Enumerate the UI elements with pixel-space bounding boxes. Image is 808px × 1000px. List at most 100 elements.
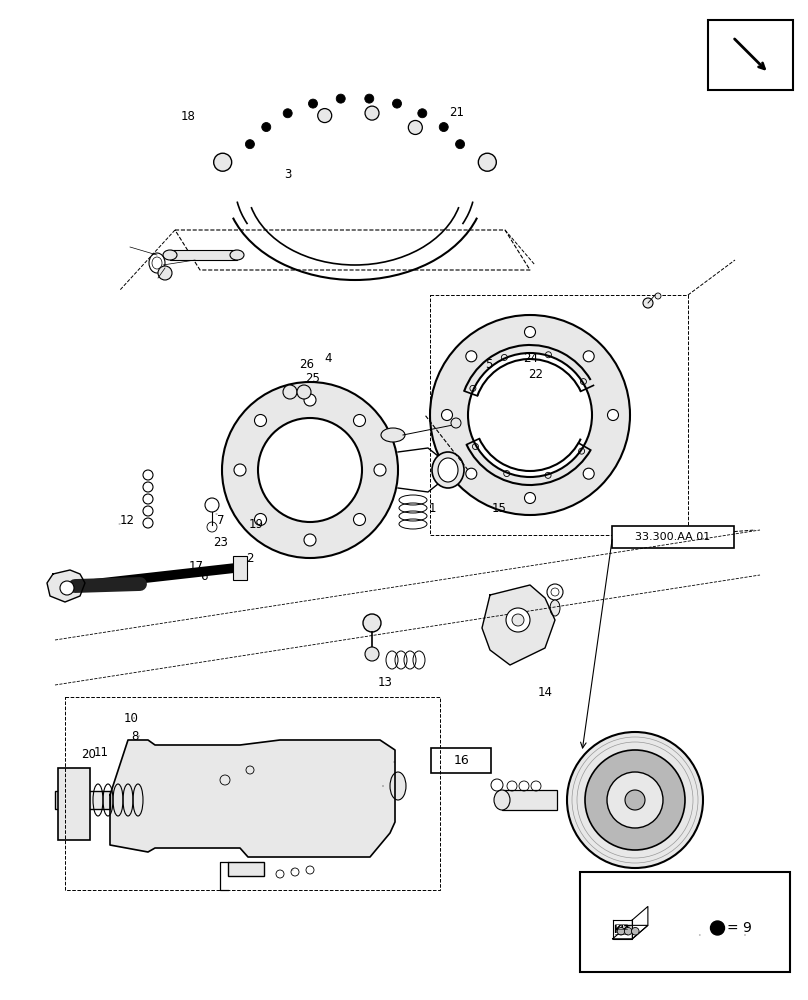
Circle shape: [353, 513, 365, 525]
Circle shape: [353, 415, 365, 427]
Polygon shape: [633, 906, 648, 939]
Circle shape: [304, 394, 316, 406]
Circle shape: [468, 353, 592, 477]
Text: 11: 11: [94, 746, 109, 758]
Circle shape: [283, 385, 297, 399]
Circle shape: [608, 410, 618, 420]
Polygon shape: [612, 920, 633, 939]
Polygon shape: [47, 570, 85, 602]
Polygon shape: [612, 925, 648, 939]
Bar: [233, 556, 247, 580]
Circle shape: [408, 120, 423, 134]
Text: 6: 6: [200, 570, 208, 582]
Circle shape: [643, 298, 653, 308]
Text: 19: 19: [249, 518, 264, 530]
Circle shape: [512, 614, 524, 626]
Text: 33.300.AA 01: 33.300.AA 01: [635, 532, 711, 542]
Text: 1: 1: [428, 502, 436, 514]
Text: 8: 8: [131, 730, 138, 742]
Circle shape: [283, 109, 292, 118]
Circle shape: [158, 266, 172, 280]
Circle shape: [318, 109, 332, 123]
Circle shape: [60, 581, 74, 595]
Text: 26: 26: [299, 358, 314, 370]
Circle shape: [617, 927, 625, 935]
Polygon shape: [110, 740, 395, 857]
Text: 21: 21: [449, 105, 465, 118]
Ellipse shape: [494, 790, 510, 810]
Circle shape: [255, 513, 267, 525]
Text: 15: 15: [491, 502, 506, 514]
Ellipse shape: [163, 250, 177, 260]
Circle shape: [255, 415, 267, 427]
Text: 18: 18: [181, 109, 196, 122]
Text: 12: 12: [120, 514, 135, 526]
Text: 13: 13: [378, 676, 393, 688]
Circle shape: [625, 927, 632, 935]
Text: 7: 7: [217, 514, 224, 526]
Circle shape: [585, 750, 685, 850]
Text: 10: 10: [124, 712, 138, 724]
Bar: [228, 862, 264, 876]
Circle shape: [430, 315, 630, 515]
Ellipse shape: [230, 250, 244, 260]
Circle shape: [607, 772, 663, 828]
Text: 17: 17: [189, 560, 204, 572]
Bar: [502, 790, 557, 810]
Bar: [170, 250, 237, 260]
Circle shape: [304, 534, 316, 546]
Circle shape: [655, 293, 661, 299]
Text: 20: 20: [81, 748, 95, 760]
Circle shape: [336, 94, 345, 103]
Circle shape: [393, 99, 402, 108]
Circle shape: [262, 123, 271, 132]
Circle shape: [363, 614, 381, 632]
Circle shape: [583, 351, 594, 362]
Text: 24: 24: [524, 352, 539, 364]
Circle shape: [524, 326, 536, 338]
Text: 3: 3: [284, 168, 292, 182]
Text: 4: 4: [325, 352, 332, 364]
Ellipse shape: [432, 452, 464, 488]
Text: 5: 5: [485, 358, 492, 370]
Bar: [612, 526, 734, 548]
Circle shape: [583, 468, 594, 479]
Circle shape: [234, 464, 246, 476]
Text: 22: 22: [528, 367, 544, 380]
Circle shape: [222, 382, 398, 558]
Circle shape: [710, 921, 725, 935]
Circle shape: [309, 99, 318, 108]
Circle shape: [478, 153, 496, 171]
Polygon shape: [482, 585, 555, 665]
Text: = 9: = 9: [727, 921, 752, 935]
Ellipse shape: [390, 772, 406, 800]
Circle shape: [456, 140, 465, 149]
Circle shape: [451, 418, 461, 428]
Circle shape: [246, 140, 255, 149]
Bar: [708, 20, 793, 90]
Circle shape: [524, 492, 536, 504]
Text: KIT: KIT: [613, 925, 631, 935]
Bar: [58, 768, 90, 840]
Circle shape: [440, 123, 448, 132]
Circle shape: [365, 647, 379, 661]
Text: 16: 16: [453, 754, 469, 766]
Circle shape: [506, 608, 530, 632]
Ellipse shape: [381, 428, 405, 442]
Circle shape: [625, 790, 645, 810]
Circle shape: [567, 732, 703, 868]
Ellipse shape: [550, 600, 560, 616]
Text: 25: 25: [305, 371, 320, 384]
Circle shape: [213, 153, 232, 171]
Text: 2: 2: [246, 552, 254, 564]
Circle shape: [632, 927, 639, 935]
Circle shape: [297, 385, 311, 399]
Circle shape: [374, 464, 386, 476]
Circle shape: [258, 418, 362, 522]
Circle shape: [465, 468, 477, 479]
FancyArrow shape: [55, 791, 110, 809]
Ellipse shape: [438, 458, 458, 482]
Circle shape: [441, 410, 452, 420]
Bar: [431, 748, 491, 773]
Bar: [580, 872, 790, 972]
